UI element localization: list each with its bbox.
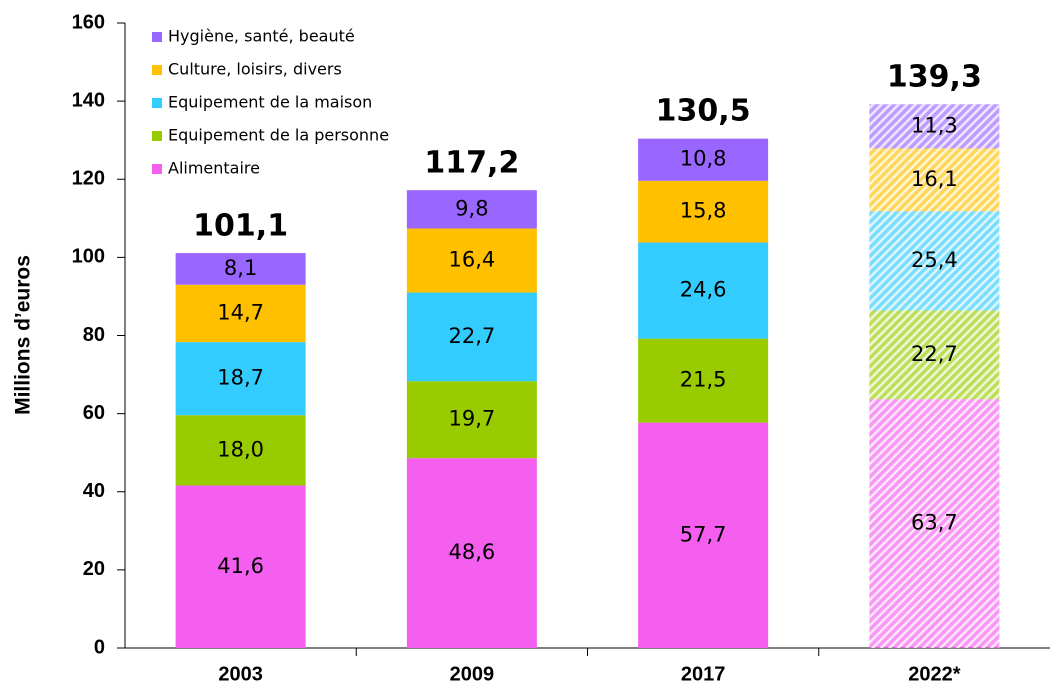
value-label: 21,5 (680, 368, 727, 392)
bar-segment (175, 415, 306, 486)
value-label: 41,6 (217, 554, 264, 578)
y-tick-label: 100 (72, 246, 105, 268)
value-label: 19,7 (448, 407, 495, 431)
x-tick-label: 2009 (450, 663, 495, 685)
legend-swatch (152, 131, 162, 141)
x-tick-label: 2003 (218, 663, 263, 685)
y-tick-label: 60 (83, 402, 105, 424)
bar-segment (406, 381, 537, 459)
hatch (869, 310, 1000, 400)
total-label: 101,1 (193, 209, 288, 244)
bar-segment (638, 338, 769, 423)
legend-swatch (152, 164, 162, 174)
value-label: 57,7 (680, 522, 727, 546)
bar-segment (406, 458, 537, 648)
bar-segment (175, 253, 306, 285)
y-tick-label: 160 (72, 11, 105, 33)
bar-segment (638, 138, 769, 181)
legend-label: Equipement de la personne (168, 126, 389, 145)
hatch (869, 399, 1000, 648)
bar-segment (175, 485, 306, 648)
value-label: 8,1 (224, 256, 257, 280)
y-tick-label: 120 (72, 168, 105, 190)
y-tick-label: 140 (72, 89, 105, 111)
value-label: 14,7 (217, 300, 264, 324)
legend-label: Hygiène, santé, beauté (168, 27, 355, 46)
y-tick-label: 40 (83, 480, 105, 502)
legend-swatch (152, 32, 162, 42)
bar-segment (638, 180, 769, 243)
hatch (869, 148, 1000, 212)
value-label: 22,7 (448, 324, 495, 348)
x-tick-label: 2022* (908, 663, 960, 685)
legend-label: Culture, loisirs, divers (168, 60, 342, 79)
legend-label: Alimentaire (168, 159, 260, 178)
value-label: 16,1 (911, 167, 958, 191)
legend-label: Equipement de la maison (168, 93, 372, 112)
value-label: 18,7 (217, 366, 264, 390)
bar-segment (638, 242, 769, 339)
x-tick-label: 2017 (681, 663, 726, 685)
legend-swatch (152, 65, 162, 75)
value-label: 18,0 (217, 437, 264, 461)
hatch (869, 104, 1000, 149)
total-label: 139,3 (887, 59, 982, 94)
bar-segment (175, 284, 306, 343)
value-label: 25,4 (911, 248, 958, 272)
bar-segment (406, 190, 537, 229)
value-label: 11,3 (911, 113, 958, 137)
y-tick-label: 0 (94, 636, 105, 658)
value-label: 63,7 (911, 511, 958, 535)
bar-segment (406, 228, 537, 293)
bar-segment (638, 422, 769, 648)
legend-swatch (152, 98, 162, 108)
value-label: 16,4 (448, 248, 495, 272)
bar-segment (406, 292, 537, 382)
value-label: 9,8 (455, 196, 488, 220)
y-axis-label: Millions d’euros (12, 255, 35, 415)
value-label: 10,8 (680, 147, 727, 171)
hatch (869, 211, 1000, 311)
value-label: 15,8 (680, 199, 727, 223)
value-label: 22,7 (911, 342, 958, 366)
total-label: 130,5 (656, 94, 751, 129)
y-tick-label: 80 (83, 324, 105, 346)
total-label: 117,2 (424, 146, 519, 181)
value-label: 24,6 (680, 278, 727, 302)
y-tick-label: 20 (83, 558, 105, 580)
value-label: 48,6 (448, 540, 495, 564)
bar-segment (175, 342, 306, 416)
